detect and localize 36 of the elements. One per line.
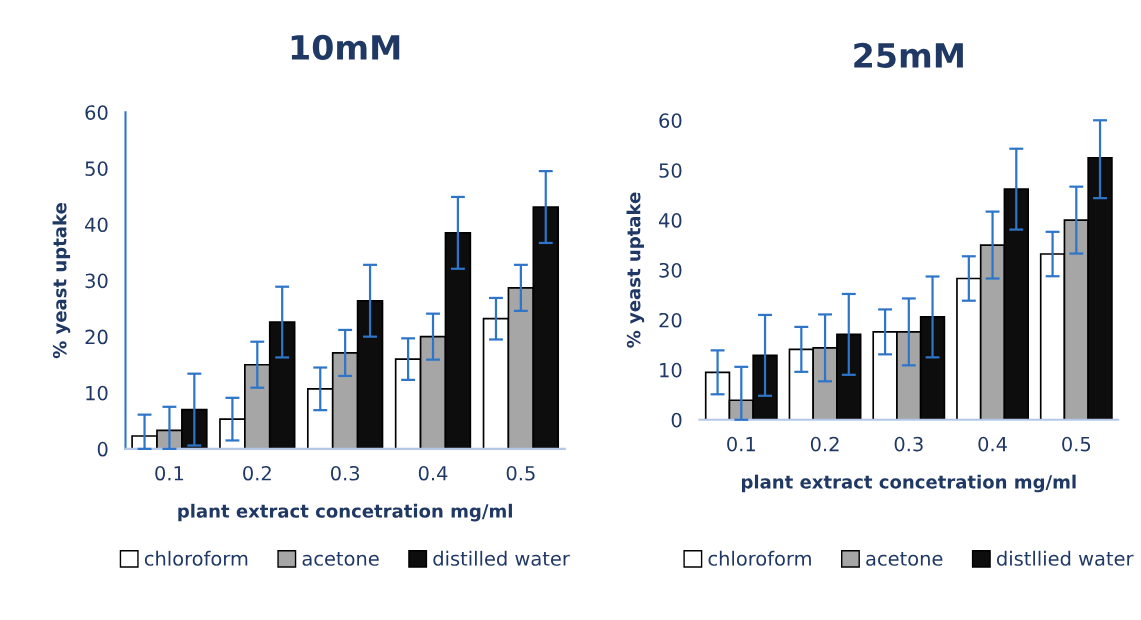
y-axis-title: % yeast uptake bbox=[52, 203, 71, 359]
y-tick-label: 10 bbox=[660, 362, 682, 378]
legend-label: chloroform bbox=[708, 550, 811, 566]
y-tick-label: 30 bbox=[659, 262, 682, 278]
y-tick-label: 40 bbox=[85, 217, 108, 233]
x-tick-label: 0.3 bbox=[894, 436, 923, 452]
legend-label: distllied water bbox=[996, 550, 1134, 566]
legend-label: distilled water bbox=[433, 550, 570, 566]
x-tick-label: 0.5 bbox=[1062, 436, 1091, 452]
x-tick-label: 0.4 bbox=[978, 436, 1007, 452]
y-tick-label: 40 bbox=[658, 213, 682, 228]
chart-title: 25mM bbox=[854, 42, 963, 68]
y-tick-label: 0 bbox=[97, 441, 108, 457]
y-tick-label: 20 bbox=[85, 329, 108, 345]
y-tick-label: 20 bbox=[659, 312, 682, 328]
x-tick-label: 0.3 bbox=[330, 465, 360, 481]
y-tick-label: 50 bbox=[85, 161, 108, 176]
y-axis-title: % yeast uptake bbox=[626, 192, 645, 348]
x-tick-label: 0.4 bbox=[418, 465, 448, 481]
y-tick-label: 10 bbox=[86, 385, 108, 401]
x-tick-label: 0.1 bbox=[727, 436, 755, 452]
y-tick-label: 60 bbox=[659, 113, 682, 128]
x-axis-title: plant extract concetration mg/ml bbox=[742, 474, 1076, 493]
x-tick-label: 0.2 bbox=[810, 436, 839, 452]
x-tick-label: 0.2 bbox=[243, 465, 271, 481]
legend-label: acetone bbox=[866, 551, 943, 566]
y-tick-label: 60 bbox=[85, 105, 108, 120]
y-tick-label: 0 bbox=[671, 412, 682, 428]
legend-label: chloroform bbox=[144, 550, 248, 566]
y-tick-label: 30 bbox=[85, 273, 108, 289]
x-tick-label: 0.1 bbox=[155, 465, 184, 481]
chart-title: 10mM bbox=[291, 34, 400, 60]
x-axis-title: plant extract concetration mg/ml bbox=[178, 503, 512, 522]
legend-label: acetone bbox=[302, 551, 379, 566]
x-tick-label: 0.5 bbox=[506, 465, 535, 481]
y-tick-label: 50 bbox=[659, 163, 682, 178]
